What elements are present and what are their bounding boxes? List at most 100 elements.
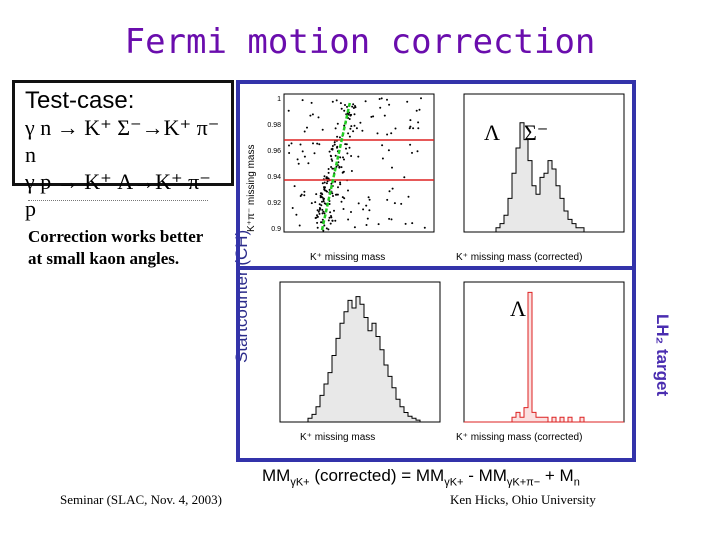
scatter-point [310, 101, 313, 104]
scatter-point [365, 204, 368, 207]
scatter-point [347, 189, 349, 192]
scatter-point [353, 124, 356, 127]
scatter-point [336, 193, 339, 196]
scatter-point [339, 156, 342, 159]
scatter-point [357, 202, 360, 205]
hist-ch-bars [464, 122, 624, 233]
hist-lh2-raw [279, 281, 441, 423]
scatter-point [313, 152, 316, 155]
scatter-point [372, 115, 375, 118]
scatter-point [338, 136, 341, 139]
hist-lh2-corr-xlabel: K⁺ missing mass (corrected) [456, 432, 583, 443]
scatter-point [394, 127, 397, 130]
scatter-point [311, 113, 314, 116]
scatter-point [368, 209, 371, 212]
scatter-point [320, 204, 323, 207]
footer-seminar: Seminar (SLAC, Nov. 4, 2003) [60, 492, 223, 507]
scatter-point [348, 146, 351, 149]
scatter-point [322, 198, 325, 201]
scatter-point [293, 185, 296, 188]
scatter-point [347, 132, 350, 135]
scatter-point [386, 98, 388, 101]
scatter-point [350, 155, 353, 157]
scatter-ylabel: K⁺π⁻ missing mass [246, 144, 257, 232]
scatter-point [334, 219, 337, 222]
scatter-point [393, 202, 396, 205]
scatter-point [298, 224, 301, 227]
formula-minus-sub: γK+π− [506, 476, 541, 489]
scatter-point [322, 200, 325, 203]
hist-lh2-raw-bars [280, 296, 440, 423]
fit-line [320, 101, 352, 231]
scatter-point [409, 119, 412, 122]
scatter-point [342, 156, 344, 159]
scatter-point [381, 144, 384, 147]
scatter-point [354, 106, 357, 109]
scatter-point [321, 212, 324, 215]
scatter-point [334, 154, 337, 157]
scatter-point [327, 168, 330, 170]
scatter-point [300, 193, 303, 196]
scatter-point [378, 98, 381, 100]
scatter-point [322, 210, 325, 213]
scatter-point [339, 181, 342, 184]
scatter-point [352, 103, 355, 106]
scatter-point [336, 122, 339, 125]
scatter-point [343, 158, 345, 161]
formula-lhs-sub: γK+ [290, 476, 310, 489]
scatter-point [391, 187, 394, 190]
scatter-point [417, 121, 420, 124]
scatter-point [330, 155, 333, 158]
scatter-xlabel: K⁺ missing mass [310, 252, 386, 263]
scatter-point [411, 151, 413, 154]
scatter-point [320, 192, 323, 195]
scatter-point [350, 125, 353, 128]
reaction-line-1: γ n → K⁺ Σ⁻→K⁺ π⁻ n [25, 115, 220, 167]
scatter-point [347, 218, 350, 221]
scatter-point [339, 102, 342, 105]
hist-ch-lambda: Λ [484, 120, 500, 145]
scatter-point [336, 135, 339, 138]
scatter-point [341, 171, 344, 174]
scatter-point [336, 145, 339, 148]
scatter-point [330, 166, 333, 168]
scatter-ytick: 0.94 [267, 174, 281, 181]
scatter-point [307, 162, 310, 165]
scatter-point [342, 208, 345, 210]
scatter-point [334, 127, 337, 130]
scatter-point [323, 212, 326, 215]
scatter-point [306, 126, 308, 129]
scatter-point [314, 217, 317, 219]
formula: MMγK+ (corrected) = MMγK+ - MMγK+π− + Mn [262, 466, 580, 488]
scatter-point [303, 130, 306, 133]
scatter-point [390, 218, 393, 221]
scatter-point [327, 177, 330, 180]
scatter-plot: 1 0.98 0.96 0.94 0.92 0.9 [267, 93, 435, 233]
scatter-point [310, 202, 313, 205]
scatter-point [408, 127, 411, 130]
scatter-point [390, 132, 393, 135]
scatter-point [316, 209, 319, 212]
scatter-point [334, 180, 337, 183]
scatter-point [331, 145, 334, 147]
scatter-point [351, 105, 354, 108]
scatter-point [338, 165, 341, 168]
scatter-point [370, 115, 373, 118]
scatter-point [325, 182, 328, 185]
scatter-point [321, 128, 324, 131]
scatter-point [299, 195, 302, 197]
scatter-point [330, 216, 333, 219]
scatter-point [340, 200, 343, 203]
scatter-point [330, 158, 333, 161]
scatter-point [362, 208, 365, 211]
scatter-point [350, 113, 353, 116]
scatter-point [353, 113, 356, 116]
scatter-point [346, 152, 349, 155]
scatter-ytick: 0.92 [267, 200, 281, 207]
scatter-point [331, 100, 334, 103]
scatter-point [315, 193, 318, 196]
scatter-point [316, 226, 319, 229]
scatter-point [355, 127, 358, 130]
scatter-point [409, 125, 412, 128]
scatter-point [339, 183, 342, 186]
